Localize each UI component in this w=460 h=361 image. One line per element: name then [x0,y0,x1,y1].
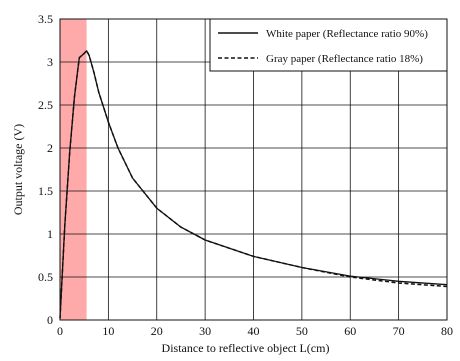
x-tick-label: 30 [199,324,211,338]
legend-box [209,18,448,72]
y-axis-label: Output voltage (V) [11,124,25,215]
x-tick-label: 50 [296,324,308,338]
series-layer [59,50,448,319]
y-tick-label: 3.5 [38,12,53,26]
y-tick-label: 2 [47,141,53,155]
tick-labels: 0 10 20 30 40 50 60 70 80 0 0.5 1 1.5 2 2.5 3 3.5 [38,12,453,338]
x-tick-label: 0 [57,324,63,338]
x-axis-label: Distance to reflective object L(cm) [162,341,330,355]
x-tick-label: 40 [248,324,260,338]
x-tick-label: 10 [102,324,114,338]
y-tick-label: 2.5 [38,98,53,112]
x-tick-label: 20 [151,324,163,338]
y-tick-label: 1 [47,227,53,241]
x-tick-label: 80 [441,324,453,338]
y-tick-label: 0 [47,313,53,327]
x-tick-label: 70 [393,324,405,338]
y-tick-label: 1.5 [38,184,53,198]
x-tick-label: 60 [344,324,356,338]
series-line-gray-paper [59,50,448,319]
legend-label-white-paper: White paper (Reflectance ratio 90%) [266,28,428,40]
highlight-region [60,19,87,320]
legend-label-gray-paper: Gray paper (Reflectance ratio 18%) [266,53,423,65]
y-tick-label: 3 [47,55,53,69]
y-tick-label: 0.5 [38,270,53,284]
legend: White paper (Reflectance ratio 90%) Gray… [209,18,448,72]
